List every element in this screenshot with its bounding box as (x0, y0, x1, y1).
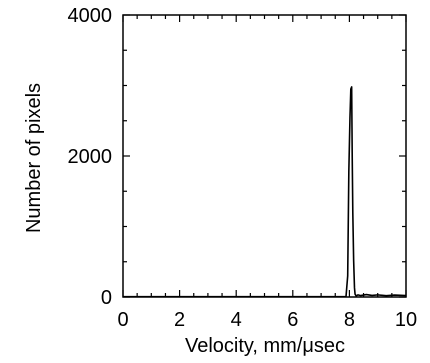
plot-frame (122, 14, 407, 298)
x-axis-ticks: 0 2 4 6 8 10 (117, 15, 417, 331)
x-tick-label: 6 (287, 309, 298, 331)
x-tick-label: 4 (231, 309, 242, 331)
y-axis-ticks: 0 2000 4000 (68, 5, 406, 309)
y-tick-label: 2000 (68, 146, 113, 168)
plot-border (122, 14, 407, 298)
y-tick-label: 0 (101, 287, 112, 309)
x-tick-label: 2 (174, 309, 185, 331)
series-line (123, 86, 407, 298)
series-group (123, 86, 407, 298)
y-tick-label: 4000 (68, 5, 113, 27)
x-axis-label: Velocity, mm/μsec (185, 335, 345, 357)
y-axis-label: Number of pixels (23, 83, 45, 233)
x-tick-label: 8 (344, 309, 355, 331)
x-tick-label: 10 (395, 309, 417, 331)
x-tick-label: 0 (117, 309, 128, 331)
